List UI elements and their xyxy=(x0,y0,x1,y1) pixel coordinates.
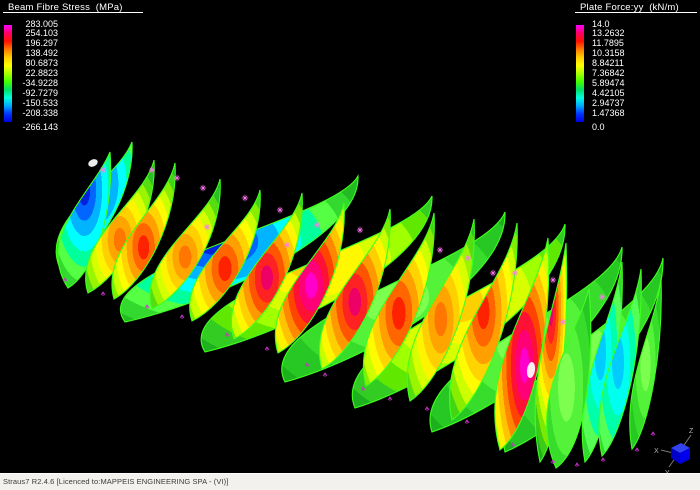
legend-value: 1.47368 xyxy=(592,108,625,119)
legend-value: -208.338 xyxy=(22,108,58,119)
load-marker-icon xyxy=(511,269,519,277)
load-marker-icon xyxy=(598,293,606,301)
support-marker-icon xyxy=(322,372,328,377)
support-marker-icon xyxy=(264,346,270,351)
legend-value: -266.143 xyxy=(22,122,58,132)
load-marker-icon xyxy=(99,166,107,174)
load-marker-icon xyxy=(241,194,249,202)
shell-petal xyxy=(406,218,475,402)
legend-value: 0.0 xyxy=(592,122,605,132)
support-marker-icon xyxy=(510,442,516,447)
z-axis-label: Z xyxy=(689,428,694,435)
legend-value: 283.005 xyxy=(25,18,58,29)
load-marker-icon xyxy=(549,276,557,284)
load-marker-icon xyxy=(148,166,156,174)
load-marker-icon xyxy=(313,221,321,229)
axis-triad: Z X Y xyxy=(642,422,700,476)
load-marker-icon xyxy=(173,174,181,182)
support-marker-icon xyxy=(62,277,68,282)
load-marker-icon xyxy=(283,241,291,249)
legend-value: 4.42105 xyxy=(592,88,625,99)
shell-petal xyxy=(629,278,662,451)
support-marker-icon xyxy=(144,304,150,309)
status-text: Straus7 R2.4.6 [Licenced to:MAPPEIS ENGI… xyxy=(3,477,229,486)
legend-value: 7.36842 xyxy=(592,68,625,79)
legend-value: 254.103 xyxy=(25,28,58,39)
load-marker-icon xyxy=(464,254,472,262)
legend-value: 14.0 xyxy=(592,18,610,29)
support-marker-icon xyxy=(304,362,310,367)
support-marker-icon xyxy=(464,419,470,424)
legend-value: -92.7279 xyxy=(22,88,58,99)
legend-value: 13.2632 xyxy=(592,28,625,39)
shell-petal xyxy=(363,212,435,387)
legend-value: 196.297 xyxy=(25,38,58,49)
legend-left-colorbar xyxy=(4,25,12,122)
support-marker-icon xyxy=(574,462,580,467)
legend-value: 138.492 xyxy=(25,48,58,59)
legend-value: 11.7895 xyxy=(592,38,624,49)
load-marker-icon xyxy=(276,206,284,214)
legend-value: 10.3158 xyxy=(592,48,625,59)
shell-petal xyxy=(494,237,550,451)
legend-value: 80.6873 xyxy=(25,58,58,69)
shell-petal xyxy=(149,178,221,310)
legend-value: -34.9228 xyxy=(22,78,58,89)
legend-left-title: Beam Fibre Stress (MPa) xyxy=(8,2,123,13)
support-marker-icon xyxy=(224,332,230,337)
legend-right-title: Plate Force:yy (kN/m) xyxy=(580,2,679,13)
load-marker-icon xyxy=(203,223,211,231)
load-marker-icon xyxy=(559,318,567,326)
support-marker-icon xyxy=(387,396,393,401)
origin-cube-icon xyxy=(671,443,690,464)
shell-petal xyxy=(598,268,642,458)
legend-right-colorbar xyxy=(576,25,584,122)
support-marker-icon xyxy=(100,291,106,296)
support-marker-icon xyxy=(424,406,430,411)
legend-value: 22.8823 xyxy=(25,68,58,79)
legend-value: 8.84211 xyxy=(592,58,624,69)
support-marker-icon xyxy=(650,431,656,436)
shell-petal xyxy=(449,222,518,421)
status-bar: Straus7 R2.4.6 [Licenced to:MAPPEIS ENGI… xyxy=(0,473,700,490)
legend-value: 5.89474 xyxy=(592,78,625,89)
legend-right-underline xyxy=(575,12,697,13)
load-marker-icon xyxy=(436,246,444,254)
shell-petal xyxy=(546,288,592,469)
x-axis-label: X xyxy=(654,448,659,455)
shell-petal xyxy=(111,162,176,300)
over-range-spot xyxy=(88,159,98,167)
load-marker-icon xyxy=(356,226,364,234)
support-marker-icon xyxy=(360,386,366,391)
load-marker-icon xyxy=(489,269,497,277)
shell-petal xyxy=(275,202,345,354)
legend-value: -150.533 xyxy=(22,98,58,109)
support-marker-icon xyxy=(179,314,185,319)
support-marker-icon xyxy=(600,457,606,462)
fea-model-canvas[interactable] xyxy=(0,0,700,473)
over-range-spot xyxy=(526,362,536,378)
support-marker-icon xyxy=(550,459,556,464)
legend-left-underline xyxy=(3,12,143,13)
shell-petal xyxy=(319,208,391,370)
shell-petal xyxy=(189,189,261,322)
load-marker-icon xyxy=(199,184,207,192)
legend-value: 2.94737 xyxy=(592,98,625,109)
support-marker-icon xyxy=(634,447,640,452)
shell-petal xyxy=(231,192,303,340)
